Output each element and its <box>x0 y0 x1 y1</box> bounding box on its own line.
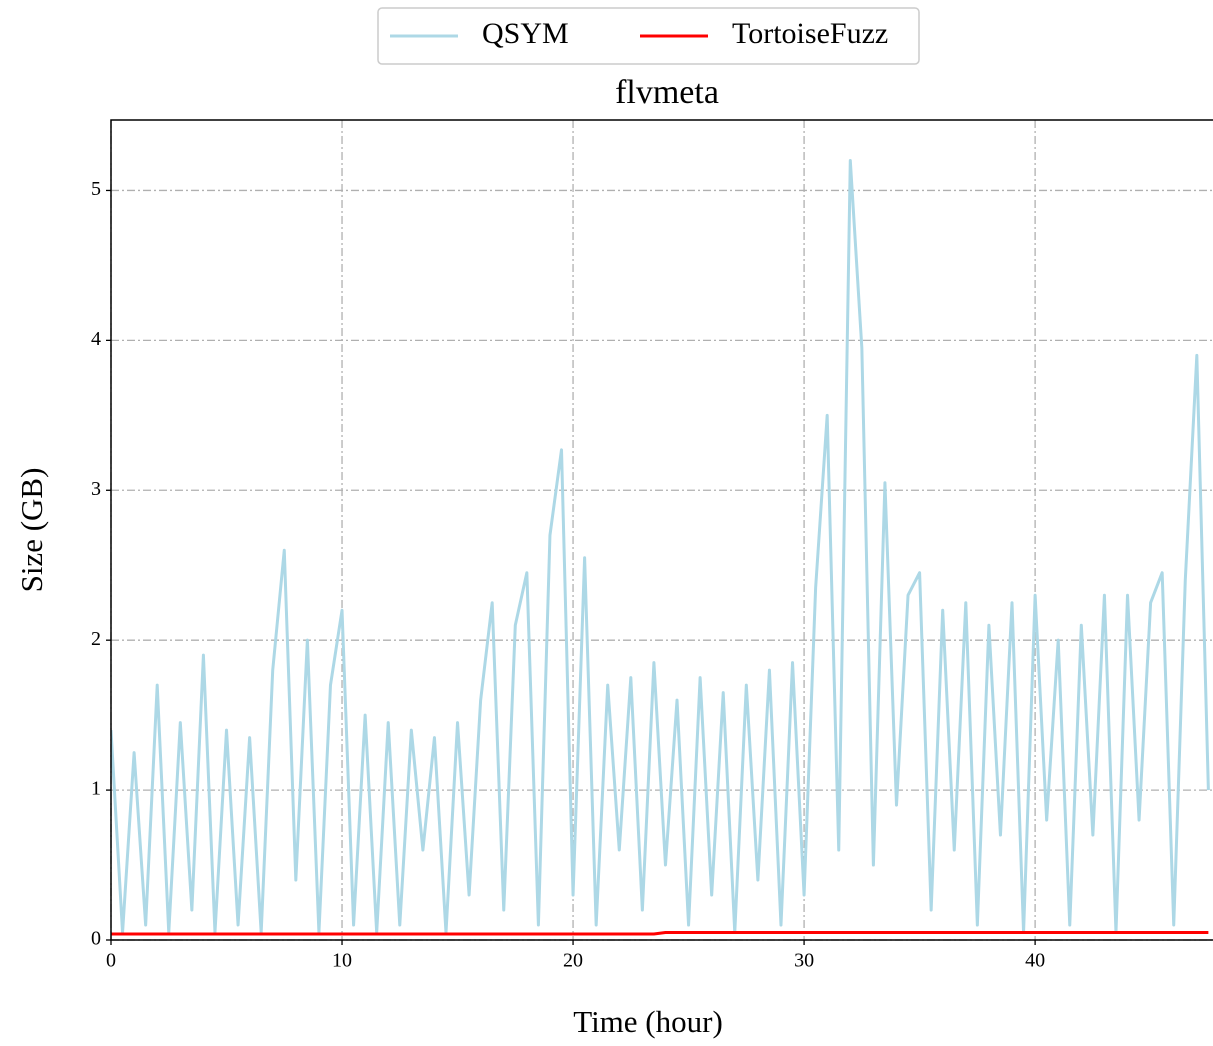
chart-title: flvmeta <box>615 74 719 111</box>
y-tick-label: 4 <box>91 328 101 350</box>
y-tick-label: 1 <box>91 778 101 800</box>
y-tick-label: 3 <box>91 478 101 500</box>
x-axis-label: Time (hour) <box>573 1004 723 1039</box>
data-line <box>111 158 1210 934</box>
y-axis-label: Size (GB) <box>14 468 49 593</box>
legend-label: TortoiseFuzz <box>732 17 888 50</box>
legend: QSYM TortoiseFuzz <box>377 7 920 65</box>
x-tick-label: 10 <box>332 950 352 972</box>
x-tick-label: 40 <box>1025 950 1045 972</box>
axis-frame <box>110 119 1213 941</box>
x-tick-label: 20 <box>563 950 583 972</box>
plot-area <box>111 158 1210 936</box>
y-tick-label: 2 <box>91 628 101 650</box>
y-tick-label: 0 <box>91 928 101 950</box>
axes: 0 1 2 3 4 5 0 10 20 30 40 <box>91 119 1213 972</box>
legend-label: QSYM <box>482 17 569 50</box>
x-tick-label: 0 <box>106 950 116 972</box>
x-tick-label: 30 <box>794 950 814 972</box>
data-line <box>111 931 1209 936</box>
y-tick-label: 5 <box>91 178 101 200</box>
